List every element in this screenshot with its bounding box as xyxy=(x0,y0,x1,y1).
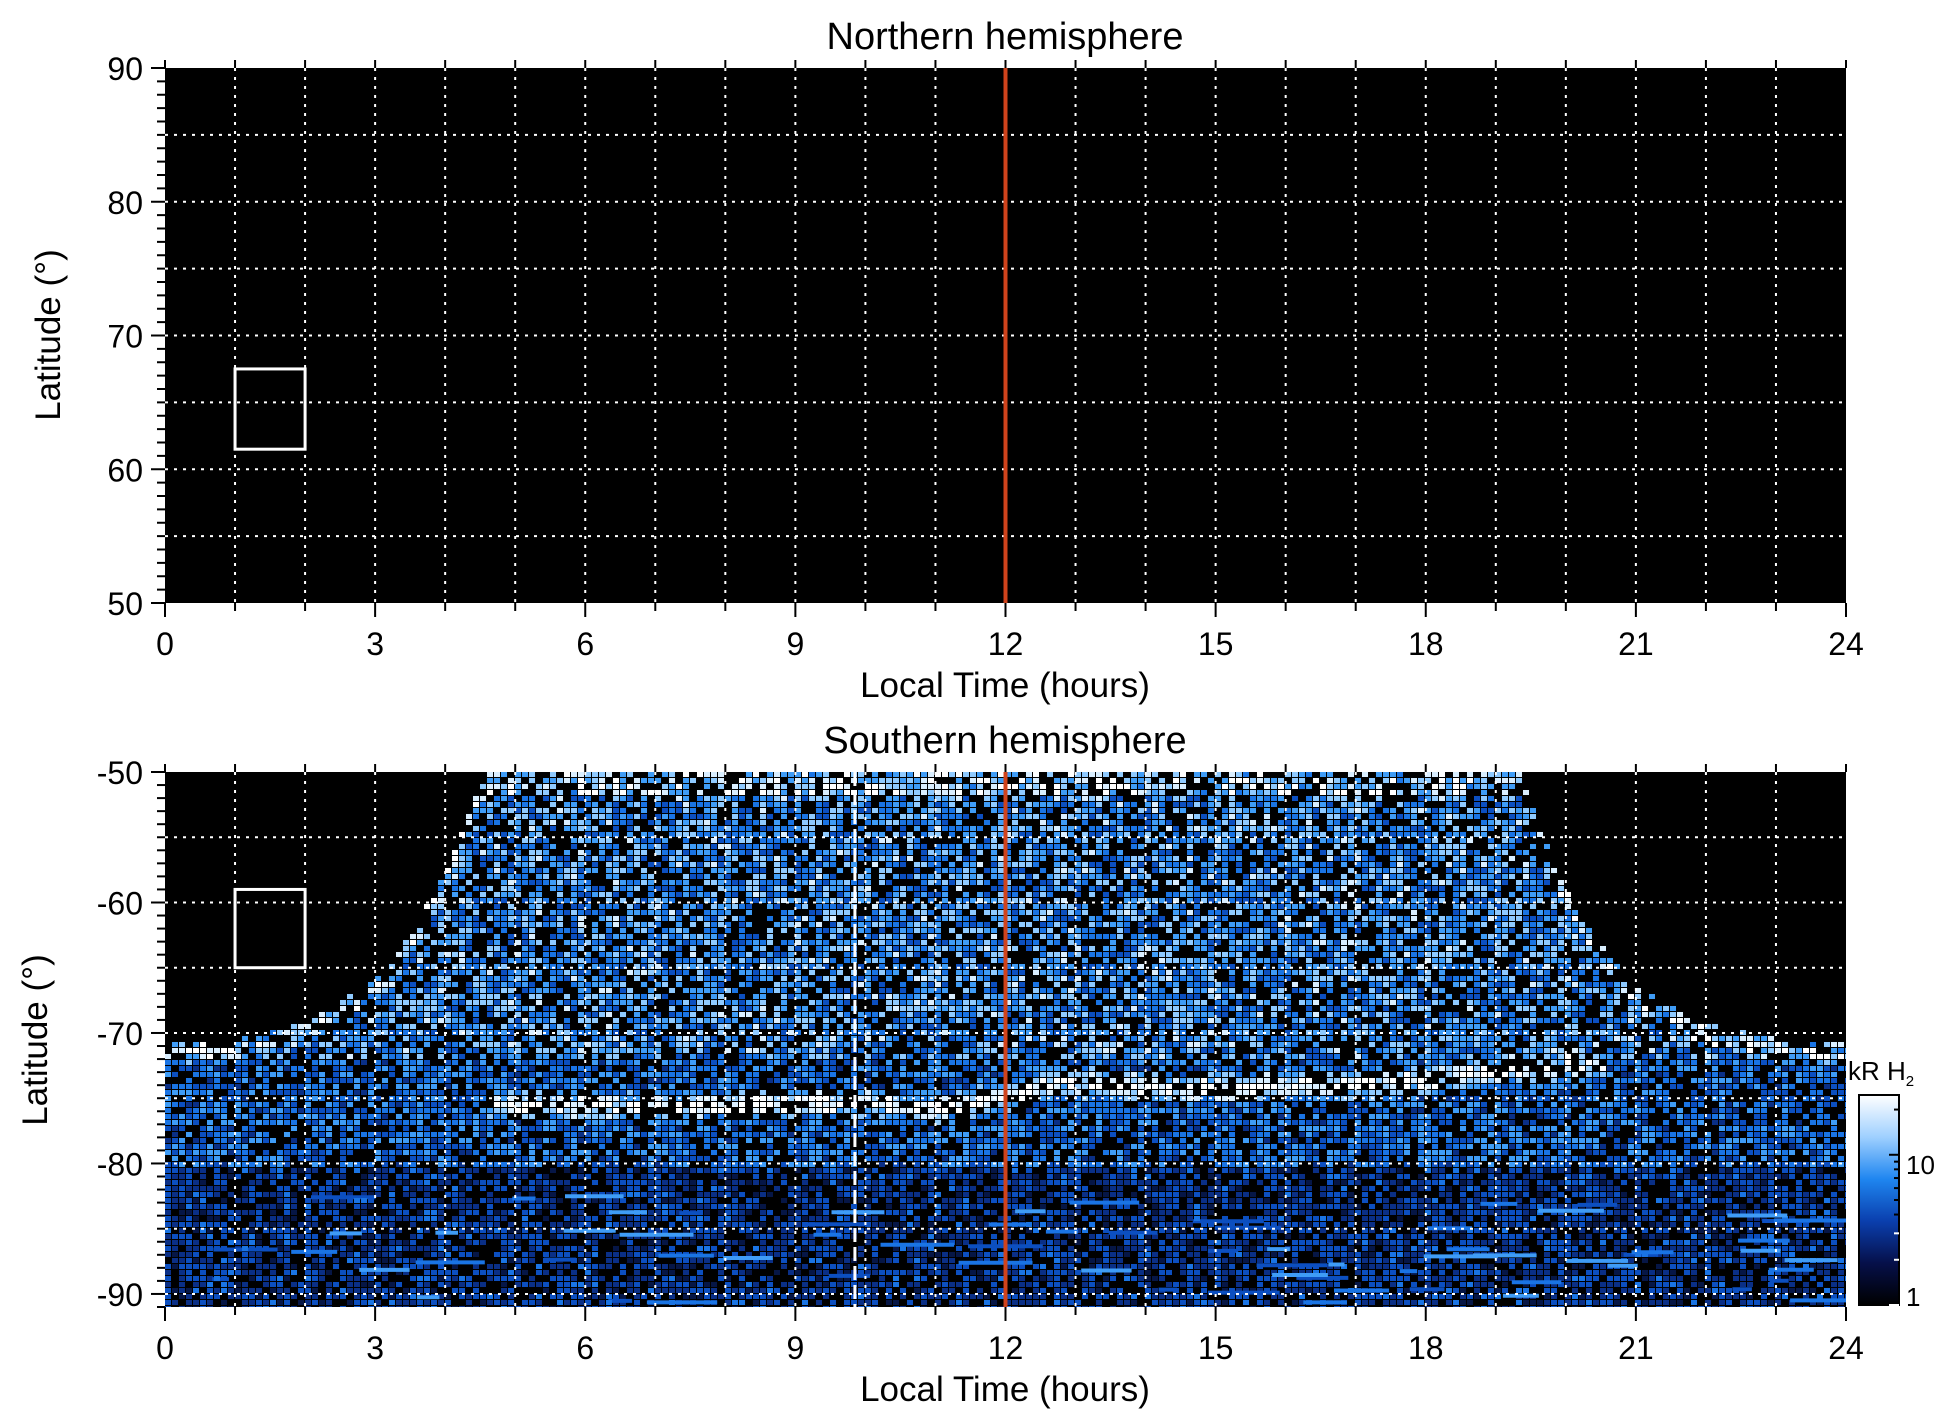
heatmap-cells xyxy=(179,772,1846,1125)
x-tick-label: 6 xyxy=(576,1330,594,1366)
colorbar-tick-label: 1 xyxy=(1906,1282,1920,1312)
y-tick-label: 80 xyxy=(107,185,143,221)
x-tick-label: 18 xyxy=(1408,626,1444,662)
x-tick-label: 24 xyxy=(1828,626,1864,662)
x-tick-label: 15 xyxy=(1198,1330,1234,1366)
y-tick-label: -90 xyxy=(97,1277,143,1313)
x-tick-label: 6 xyxy=(576,626,594,662)
northern-y-tick-labels: 50 60 70 80 90 xyxy=(107,51,143,622)
y-tick-label: -70 xyxy=(97,1016,143,1052)
x-tick-label: 9 xyxy=(786,1330,804,1366)
x-tick-label: 0 xyxy=(156,626,174,662)
heatmap-cells xyxy=(165,1060,1846,1307)
southern-x-axis-label: Local Time (hours) xyxy=(860,1370,1150,1409)
southern-axis-ticks xyxy=(151,764,1847,1321)
colorbar: kR H2 10 1 xyxy=(1848,1056,1935,1312)
northern-reference-box xyxy=(233,367,307,451)
x-tick-label: 3 xyxy=(366,626,384,662)
y-tick-label: 50 xyxy=(107,586,143,622)
southern-panel-title: Southern hemisphere xyxy=(823,720,1186,762)
northern-grid xyxy=(165,68,1846,603)
x-tick-label: 21 xyxy=(1618,626,1654,662)
northern-panel-title: Northern hemisphere xyxy=(827,16,1184,58)
x-tick-label: 24 xyxy=(1828,1330,1864,1366)
southern-y-tick-labels: -90 -80 -70 -60 -50 xyxy=(97,755,143,1313)
y-tick-label: 90 xyxy=(107,51,143,87)
x-tick-label: 9 xyxy=(786,626,804,662)
northern-x-tick-labels: 0 3 6 9 12 15 18 21 24 xyxy=(156,626,1864,662)
y-tick-label: 70 xyxy=(107,319,143,355)
colorbar-tick-label: 10 xyxy=(1906,1150,1935,1180)
x-tick-label: 0 xyxy=(156,1330,174,1366)
southern-x-tick-labels: 0 3 6 9 12 15 18 21 24 xyxy=(156,1330,1864,1366)
heatmap-cells xyxy=(165,772,1846,1307)
southern-grid xyxy=(165,772,1846,1307)
colorbar-gradient xyxy=(1858,1094,1900,1306)
y-tick-label: -60 xyxy=(97,885,143,921)
colorbar-ticks xyxy=(1889,1108,1899,1306)
y-tick-label: -50 xyxy=(97,755,143,791)
x-tick-label: 15 xyxy=(1198,626,1234,662)
x-tick-label: 18 xyxy=(1408,1330,1444,1366)
southern-reference-box xyxy=(233,887,307,970)
x-tick-label: 3 xyxy=(366,1330,384,1366)
y-tick-label: 60 xyxy=(107,452,143,488)
northern-x-axis-label: Local Time (hours) xyxy=(860,666,1150,705)
northern-axis-ticks xyxy=(151,60,1847,617)
x-tick-label: 21 xyxy=(1618,1330,1654,1366)
southern-hemisphere-panel: Southern hemisphere 0 3 6 9 12 15 18 21 24 -90 -8… xyxy=(16,720,1864,1409)
colorbar-label: kR H2 xyxy=(1848,1056,1914,1090)
x-tick-label: 12 xyxy=(988,626,1024,662)
y-tick-label: -80 xyxy=(97,1146,143,1182)
x-tick-label: 12 xyxy=(988,1330,1024,1366)
southern-y-axis-label: Latitude (°) xyxy=(16,954,55,1126)
northern-hemisphere-panel: Northern hemisphere 0 3 6 9 12 15 18 21 24 50 60 7… xyxy=(29,16,1864,705)
northern-y-axis-label: Latitude (°) xyxy=(29,249,68,421)
